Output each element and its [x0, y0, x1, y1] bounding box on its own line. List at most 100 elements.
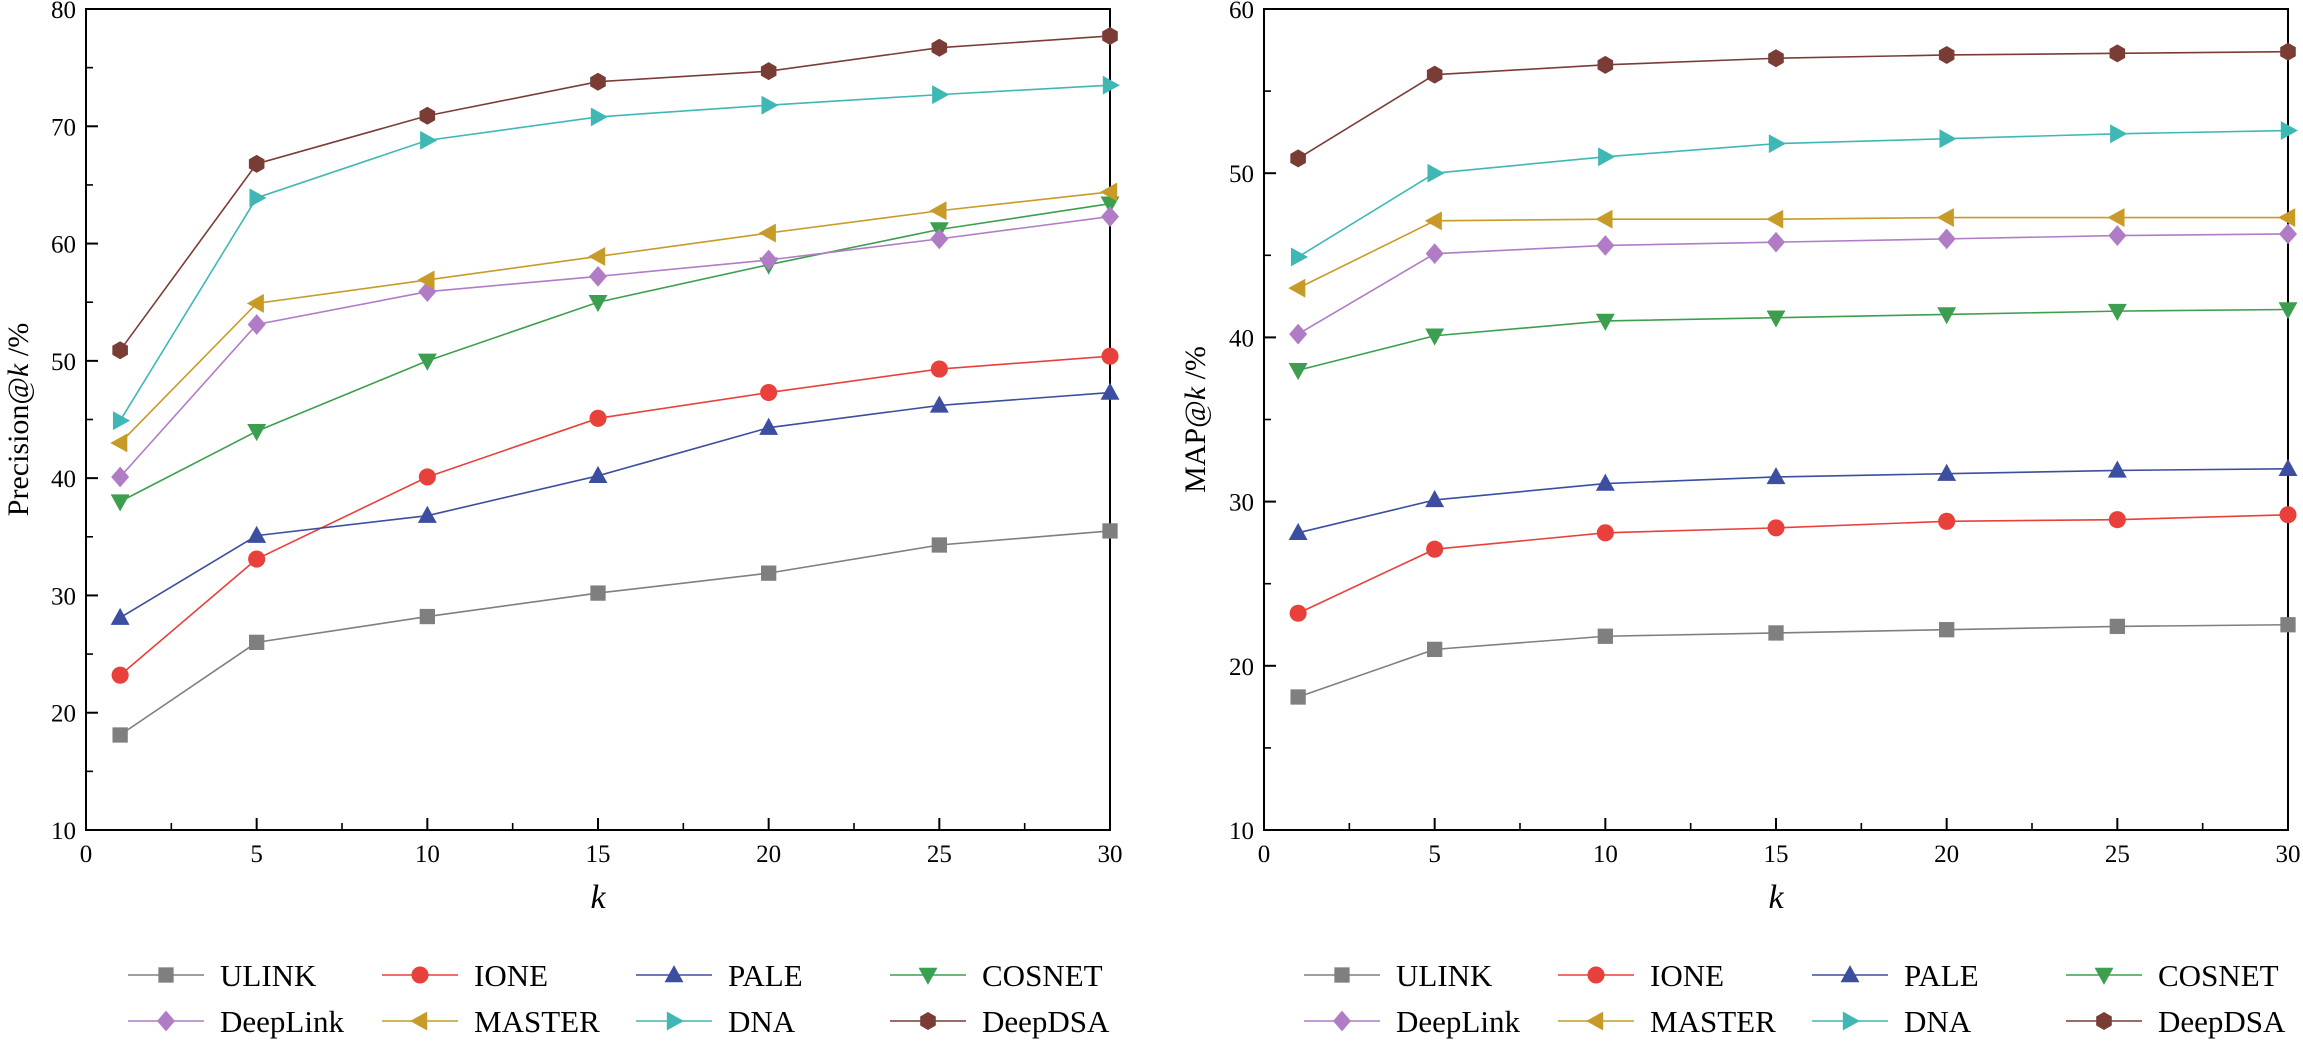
data-point [110, 494, 130, 512]
x-axis-title: k [590, 879, 606, 916]
x-tick-label: 30 [2276, 841, 2301, 868]
data-point [110, 433, 128, 453]
series-line [1297, 513, 2289, 614]
data-point [1767, 519, 1785, 537]
legend-label: DeepDSA [982, 1004, 1110, 1039]
legend-marker [1842, 1011, 1860, 1031]
series-line [1297, 233, 2289, 335]
legend-marker [1334, 967, 1350, 983]
data-point [1766, 209, 1784, 229]
data-point [1288, 522, 1308, 540]
data-point [1766, 467, 1786, 485]
x-tick-label: 5 [250, 841, 263, 868]
legend-label: PALE [728, 958, 803, 993]
series-cosnet [1288, 302, 2298, 381]
data-point [112, 411, 131, 431]
series-deeplink [111, 206, 1119, 488]
data-point [1101, 206, 1119, 227]
data-point [247, 314, 266, 335]
series-dna [112, 75, 1120, 431]
data-point [1937, 463, 1957, 481]
data-point [1102, 26, 1118, 45]
data-point [1598, 147, 1616, 167]
data-point [1100, 382, 1120, 400]
legend-item: DeepLink [1304, 1004, 1520, 1039]
legend-item: DNA [1812, 1004, 1972, 1039]
series-ulink [1290, 617, 2296, 705]
y-tick-label: 10 [51, 818, 76, 845]
legend-label: DeepLink [1396, 1004, 1520, 1039]
x-tick-label: 30 [1098, 841, 1123, 868]
data-point [1102, 523, 1118, 539]
y-axis-title: MAP@k /% [1179, 346, 1212, 493]
data-point [1768, 625, 1784, 641]
x-tick-label: 20 [1934, 841, 1959, 868]
legend-label: PALE [1904, 958, 1979, 993]
legend-label: MASTER [474, 1004, 600, 1039]
data-point [1595, 209, 1613, 229]
data-point [761, 565, 777, 581]
data-point [111, 466, 130, 488]
legend-item: COSNET [2066, 958, 2279, 993]
legend-marker [666, 1011, 684, 1031]
y-tick-label: 70 [51, 114, 76, 141]
legend-label: MASTER [1650, 1004, 1776, 1039]
series-master [1288, 208, 2296, 298]
data-point [110, 607, 130, 625]
legend-marker [2096, 1012, 2112, 1030]
legend-label: ULINK [220, 958, 317, 993]
y-tick-label: 50 [51, 349, 76, 376]
legend-label: ULINK [1396, 958, 1493, 993]
data-point [2278, 302, 2298, 320]
data-point [1427, 641, 1443, 658]
series-deepdsa [112, 26, 1118, 360]
data-point [1424, 211, 1442, 231]
x-tick-label: 20 [756, 841, 781, 868]
x-tick-label: 0 [80, 841, 93, 868]
legend-item: MASTER [382, 1004, 600, 1039]
data-point [2278, 458, 2298, 476]
y-tick-label: 40 [51, 466, 76, 493]
y-tick-label: 50 [1229, 161, 1254, 188]
series-line [119, 530, 1111, 736]
x-tick-label: 25 [927, 841, 952, 868]
data-point [1936, 208, 1954, 227]
data-point [1290, 149, 1306, 168]
data-point [588, 247, 606, 266]
data-point [1766, 310, 1786, 328]
legend-marker [2094, 967, 2114, 985]
series-line [119, 84, 1111, 422]
data-point [417, 353, 437, 371]
data-point [590, 107, 608, 127]
data-point [1288, 278, 1306, 298]
x-tick-label: 15 [586, 841, 611, 868]
series-ione [1289, 506, 2297, 622]
data-point [1768, 134, 1786, 154]
y-tick-label: 30 [1229, 490, 1254, 517]
legend-item: ULINK [128, 958, 317, 993]
data-point [929, 201, 947, 221]
data-point [1939, 622, 1955, 638]
data-point [2109, 44, 2126, 63]
series-pale [1288, 458, 2298, 540]
y-tick-label: 80 [51, 0, 76, 24]
data-point [1426, 65, 1443, 84]
data-point [418, 468, 436, 486]
y-tick-label: 20 [51, 701, 76, 728]
series-line [1297, 308, 2289, 372]
legend-marker [1840, 965, 1860, 983]
data-point [1290, 247, 1309, 267]
data-point [590, 72, 606, 91]
data-point [2107, 303, 2127, 322]
data-point [1427, 163, 1445, 183]
legend-item: DNA [636, 1004, 796, 1039]
y-tick-label: 60 [51, 232, 76, 259]
legend-marker [411, 966, 429, 984]
legend-item: IONE [382, 958, 548, 993]
x-tick-label: 10 [415, 841, 440, 868]
data-point [1938, 45, 1955, 64]
data-point [589, 266, 607, 287]
data-point [929, 395, 949, 413]
legend: ULINK IONE PALE COSNET DeepLink MASTER DNA Deep… [1304, 958, 2286, 1039]
data-point [2279, 223, 2297, 245]
